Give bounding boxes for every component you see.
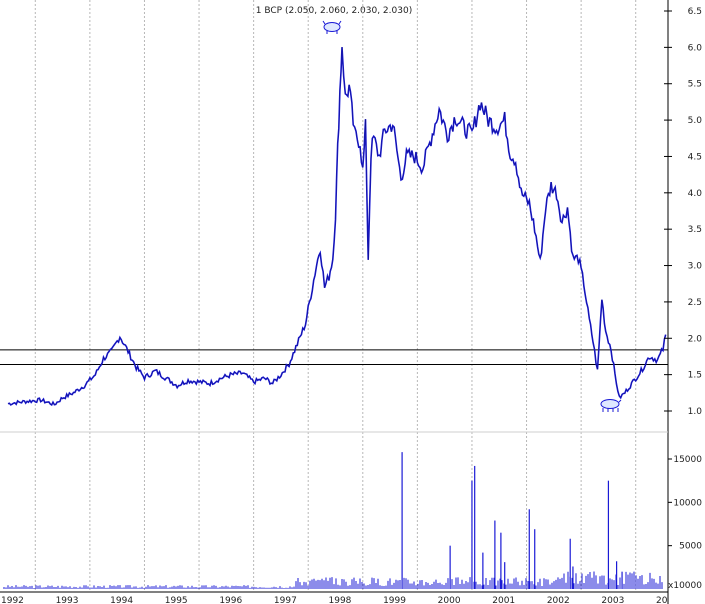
y-tick-label: 4.5: [688, 152, 702, 162]
y-tick-label: 3.5: [688, 225, 702, 235]
y-tick-label: 2.5: [688, 298, 702, 308]
y-tick-label: 3.0: [688, 262, 703, 272]
chart-title: 1 BCP (2.050, 2.060, 2.030, 2.030): [256, 6, 412, 16]
x-tick-label: 1994: [110, 596, 133, 604]
volume-series: [3, 452, 663, 589]
x-tick-label: 1993: [56, 596, 79, 604]
markers: [322, 20, 622, 412]
price-line-shadow: [7, 47, 666, 406]
volume-unit-label: x10000: [668, 581, 702, 591]
grid: [34, 0, 637, 592]
x-tick-label: 2003: [601, 596, 624, 604]
y-tick-label: 1.0: [688, 407, 703, 417]
volume-tick-label: 15000: [673, 455, 702, 465]
x-tick-label: 2001: [492, 596, 515, 604]
x-tick-label: 1997: [274, 596, 297, 604]
y-tick-label: 5.5: [688, 80, 702, 90]
x-tick-label: 20: [656, 596, 668, 604]
x-tick-label: 1995: [165, 596, 188, 604]
price-line: [7, 47, 667, 407]
volume-tick-label: 10000: [673, 498, 702, 508]
x-tick-label: 1998: [329, 596, 352, 604]
x-tick-label: 2000: [438, 596, 461, 604]
volume-tick-label: 5000: [679, 542, 702, 552]
x-tick-label: 1999: [383, 596, 406, 604]
y-tick-label: 6.0: [688, 43, 703, 53]
x-tick-label: 2002: [547, 596, 570, 604]
bear-icon: [600, 399, 622, 412]
y-tick-label: 6.5: [688, 7, 702, 17]
price-series: [7, 47, 667, 407]
bull-icon: [322, 20, 342, 34]
y-tick-label: 1.5: [688, 371, 702, 381]
y-tick-label: 4.0: [688, 189, 703, 199]
horizontal-lines: [0, 349, 668, 365]
y-tick-label: 5.0: [688, 116, 703, 126]
y-tick-label: 2.0: [688, 334, 703, 344]
x-tick-label: 1996: [219, 596, 242, 604]
x-tick-label: 1992: [1, 596, 24, 604]
